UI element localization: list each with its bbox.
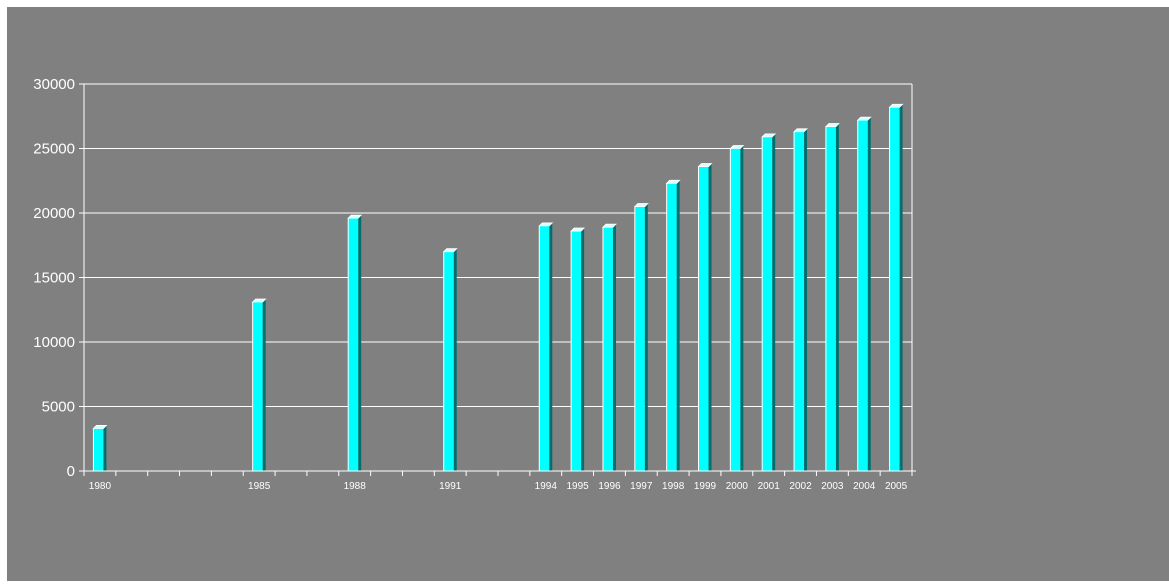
bar-1985	[251, 298, 267, 471]
x-tick-label: 1980	[89, 481, 112, 492]
x-tick-label: 2001	[758, 481, 781, 492]
x-tick-label: 1994	[535, 481, 558, 492]
bar-front	[252, 302, 263, 471]
bar-front	[889, 107, 900, 471]
bar-top	[824, 123, 840, 127]
bar-side	[103, 425, 107, 471]
bar-2001	[761, 133, 777, 471]
bar-side	[644, 203, 648, 472]
bar-1994	[538, 222, 554, 471]
y-tick-labels: 0 5000 10000 15000 20000 25000 30000	[33, 76, 75, 480]
bar-front	[762, 136, 773, 471]
bar-1980	[92, 425, 108, 471]
x-tick-label: 1996	[598, 481, 621, 492]
bar-1998	[665, 179, 681, 471]
bar-front	[571, 231, 582, 471]
x-tick-label: 1999	[694, 481, 717, 492]
bar-2005	[888, 103, 904, 471]
x-tick-label: 2004	[853, 481, 876, 492]
bar-top	[856, 116, 872, 121]
bar-top	[729, 145, 745, 149]
bar-side	[676, 180, 680, 471]
bar-top	[761, 133, 777, 138]
bar-front	[348, 218, 359, 471]
bar-side	[899, 104, 903, 471]
bar-side	[772, 133, 776, 471]
x-tick-label: 2003	[821, 481, 844, 492]
x-tick-label: 2005	[885, 481, 908, 492]
bar-top	[92, 425, 108, 429]
bar-2004	[856, 116, 872, 472]
bar-front	[443, 251, 454, 471]
bar-front	[539, 225, 550, 471]
bar-top	[570, 227, 586, 232]
chart-background	[7, 7, 1169, 581]
bar-front	[730, 148, 741, 471]
bar-front	[825, 126, 836, 471]
x-tick-labels: 1980 1985 1988 1991 1994 1995 1996 1997 1998 1999…	[89, 481, 908, 492]
bar-1991	[442, 248, 458, 471]
bar-side	[708, 163, 712, 471]
x-tick-label: 1998	[662, 481, 685, 492]
bar-front	[794, 131, 805, 471]
bar-top	[793, 128, 809, 133]
y-tick-label: 10000	[33, 334, 75, 351]
bar-side	[453, 248, 457, 471]
bar-side	[804, 128, 808, 471]
y-tick-label: 15000	[33, 270, 75, 287]
bar-1988	[347, 214, 363, 471]
bar-front	[698, 166, 709, 471]
x-tick-label: 1991	[439, 481, 462, 492]
x-tick-label: 1988	[344, 481, 367, 492]
bar-1996	[601, 223, 617, 471]
bar-side	[581, 228, 585, 471]
bar-front	[666, 183, 677, 471]
bar-top	[888, 103, 904, 108]
bar-side	[358, 215, 362, 471]
bar-top	[601, 223, 617, 228]
y-tick-label: 25000	[33, 141, 75, 158]
bar-1999	[697, 163, 713, 471]
y-tick-label: 0	[67, 463, 75, 480]
axes	[79, 83, 916, 476]
y-tick-label: 20000	[33, 205, 75, 222]
bar-2003	[824, 123, 840, 471]
bar-side	[262, 299, 266, 471]
bar-front	[634, 206, 645, 472]
bar-front	[602, 227, 613, 471]
bar-top	[697, 163, 713, 167]
bar-top	[538, 222, 554, 227]
bar-2002	[793, 128, 809, 471]
y-tick-label: 30000	[33, 76, 75, 93]
bar-side	[740, 145, 744, 471]
bar-side	[549, 222, 553, 471]
x-tick-label: 1997	[630, 481, 653, 492]
x-tick-label: 2002	[789, 481, 812, 492]
bar-top	[347, 214, 363, 219]
bar-side	[835, 123, 839, 471]
bar-2000	[729, 145, 745, 471]
chart-panel: 0 5000 10000 15000 20000 25000 30000 1980 1985 1…	[7, 7, 1169, 581]
bar-top	[633, 203, 649, 207]
x-tick-label: 1985	[248, 481, 271, 492]
y-tick-label: 5000	[42, 399, 75, 416]
bars	[92, 103, 904, 472]
bar-top	[442, 248, 458, 253]
bar-1995	[570, 227, 586, 471]
bar-front	[93, 428, 104, 471]
bar-top	[251, 298, 267, 303]
bar-top	[665, 179, 681, 184]
x-tick-label: 1995	[566, 481, 589, 492]
bar-front	[857, 120, 868, 472]
bar-side	[612, 224, 616, 471]
bar-1997	[633, 203, 649, 472]
bar-side	[867, 117, 871, 472]
x-tick-label: 2000	[726, 481, 749, 492]
